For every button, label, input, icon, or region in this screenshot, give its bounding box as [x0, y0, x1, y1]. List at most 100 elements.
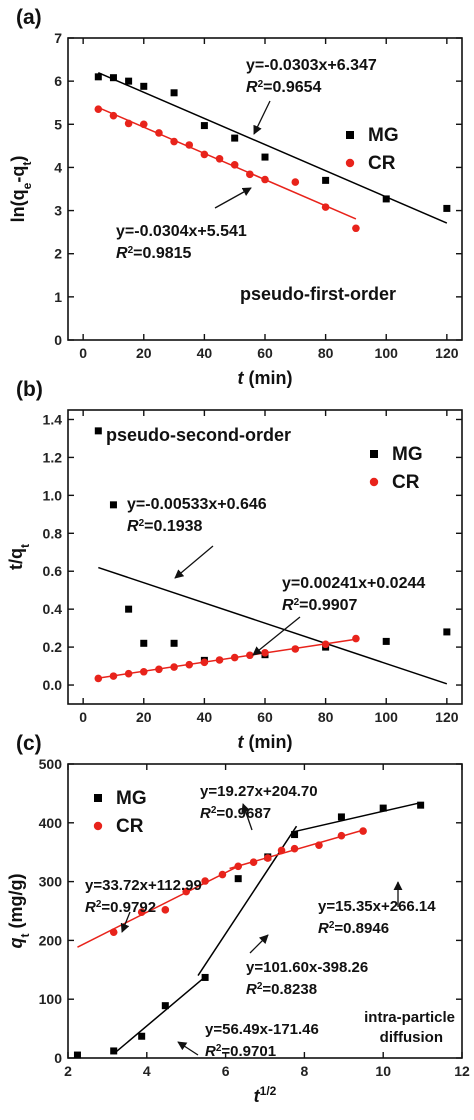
x-tick-label: 0	[79, 709, 87, 725]
r-squared-value: =0.9701	[221, 1043, 276, 1060]
y-axis-main: t/q	[6, 548, 26, 570]
fit-r-squared: R2=0.9815	[116, 245, 192, 263]
r-squared-power: 2	[258, 79, 264, 90]
r-squared-power: 2	[294, 597, 300, 608]
x-tick-label: 60	[257, 709, 273, 725]
data-point-cr	[170, 137, 178, 146]
y-tick-label: 2	[54, 246, 62, 262]
data-point-mg	[291, 831, 299, 839]
fit-r-squared: R2=0.8946	[318, 920, 389, 938]
y-axis-main: ln(q	[8, 189, 28, 222]
annotation-arrow	[177, 1041, 199, 1056]
data-point-cr	[215, 656, 224, 664]
fit-equation: y=0.00241x+0.0244	[282, 575, 425, 592]
data-point-mg	[161, 1002, 169, 1010]
r-squared-symbol: R	[282, 597, 294, 614]
legend-entry-cr: CR	[368, 153, 396, 174]
x-tick-label: 20	[136, 709, 152, 725]
data-point-mg	[379, 804, 387, 812]
r-squared-symbol: R	[246, 981, 257, 998]
data-point-cr	[277, 846, 286, 855]
fit-line-cr-1	[98, 638, 357, 679]
data-point-mg	[382, 637, 390, 645]
data-point-cr	[137, 908, 146, 916]
data-point-mg	[109, 74, 117, 82]
r-squared-symbol: R	[116, 245, 128, 262]
legend-marker-mg	[94, 794, 102, 802]
x-tick-label: 0	[79, 345, 87, 361]
data-point-cr	[291, 178, 300, 186]
x-tick-label: 60	[257, 345, 273, 361]
legend-entry-cr: CR	[116, 816, 144, 837]
y-tick-label: 7	[54, 30, 62, 46]
r-squared-symbol: R	[205, 1043, 216, 1060]
r-squared-value: =0.8238	[262, 981, 317, 998]
chart-note: pseudo-first-order	[240, 284, 396, 304]
data-point-mg	[109, 501, 117, 509]
r-squared-value: =0.9792	[101, 899, 156, 916]
data-point-cr	[201, 877, 209, 885]
annotation-arrow	[252, 616, 301, 656]
r-squared-symbol: R	[127, 518, 139, 535]
chart-note-line-2: diffusion	[380, 1029, 443, 1046]
x-axis-label: t (min)	[238, 368, 293, 388]
y-axis-sub1: e	[20, 182, 34, 189]
legend-entry-mg: MG	[116, 788, 147, 809]
data-point-mg	[200, 122, 208, 130]
data-point-mg	[140, 82, 148, 90]
fit-line-mg-0	[98, 566, 448, 685]
fit-line-cr-1	[98, 106, 357, 220]
data-point-mg	[138, 1032, 146, 1040]
x-tick-label: 4	[143, 1063, 151, 1079]
y-tick-label: 200	[39, 932, 63, 948]
y-tick-label: 6	[54, 73, 62, 89]
data-point-cr	[109, 928, 118, 936]
fit-equation: y=33.72x+112.99	[85, 877, 202, 894]
fit-line-mg-0	[113, 976, 206, 1055]
y-tick-label: 100	[39, 991, 63, 1007]
r-squared-power: 2	[128, 245, 134, 256]
data-point-cr	[182, 887, 190, 896]
data-point-cr	[359, 827, 367, 835]
y-axis-label: t/qt	[6, 544, 32, 570]
data-point-mg	[110, 1047, 118, 1055]
data-point-cr	[94, 674, 103, 683]
x-tick-label: 20	[136, 345, 152, 361]
x-axis-var: t	[254, 1086, 261, 1106]
data-point-cr	[249, 858, 258, 866]
panel-label: (c)	[16, 732, 42, 755]
data-point-cr	[321, 203, 330, 211]
fit-r-squared: R2=0.9687	[200, 805, 271, 823]
y-axis-mid: -q	[8, 166, 28, 183]
data-point-cr	[124, 669, 133, 678]
panel-label: (b)	[16, 378, 43, 401]
y-tick-label: 0.8	[43, 525, 63, 541]
fit-r-squared: R2=0.9792	[85, 899, 156, 917]
data-point-cr	[261, 175, 269, 184]
r-squared-value: =0.1938	[144, 518, 202, 535]
r-squared-power: 2	[257, 981, 263, 992]
data-point-cr	[185, 660, 194, 669]
r-squared-value: =0.9654	[263, 79, 321, 96]
data-point-cr	[291, 645, 300, 653]
x-tick-label: 80	[318, 345, 334, 361]
r-squared-symbol: R	[246, 79, 258, 96]
data-point-mg	[322, 176, 330, 184]
y-axis-label: ln(qe-qt)	[8, 156, 34, 223]
x-tick-label: 80	[318, 709, 334, 725]
fit-line-mg-2	[294, 801, 421, 833]
legend-marker-cr	[93, 821, 103, 831]
fit-r-squared: R2=0.9907	[282, 597, 358, 615]
fit-equation: y=56.49x-171.46	[205, 1021, 319, 1038]
legend-entry-cr: CR	[392, 472, 420, 493]
r-squared-power: 2	[329, 920, 335, 931]
fit-equation: y=15.35x+266.14	[318, 898, 436, 915]
x-tick-label: 40	[197, 709, 213, 725]
y-tick-label: 1.0	[43, 487, 63, 503]
x-tick-label: 8	[301, 1063, 309, 1079]
data-point-cr	[263, 854, 272, 862]
data-point-mg	[125, 77, 133, 85]
fit-equation: y=-0.0304x+5.541	[116, 223, 247, 240]
r-squared-value: =0.8946	[334, 920, 389, 937]
x-axis-var: t	[238, 368, 245, 388]
